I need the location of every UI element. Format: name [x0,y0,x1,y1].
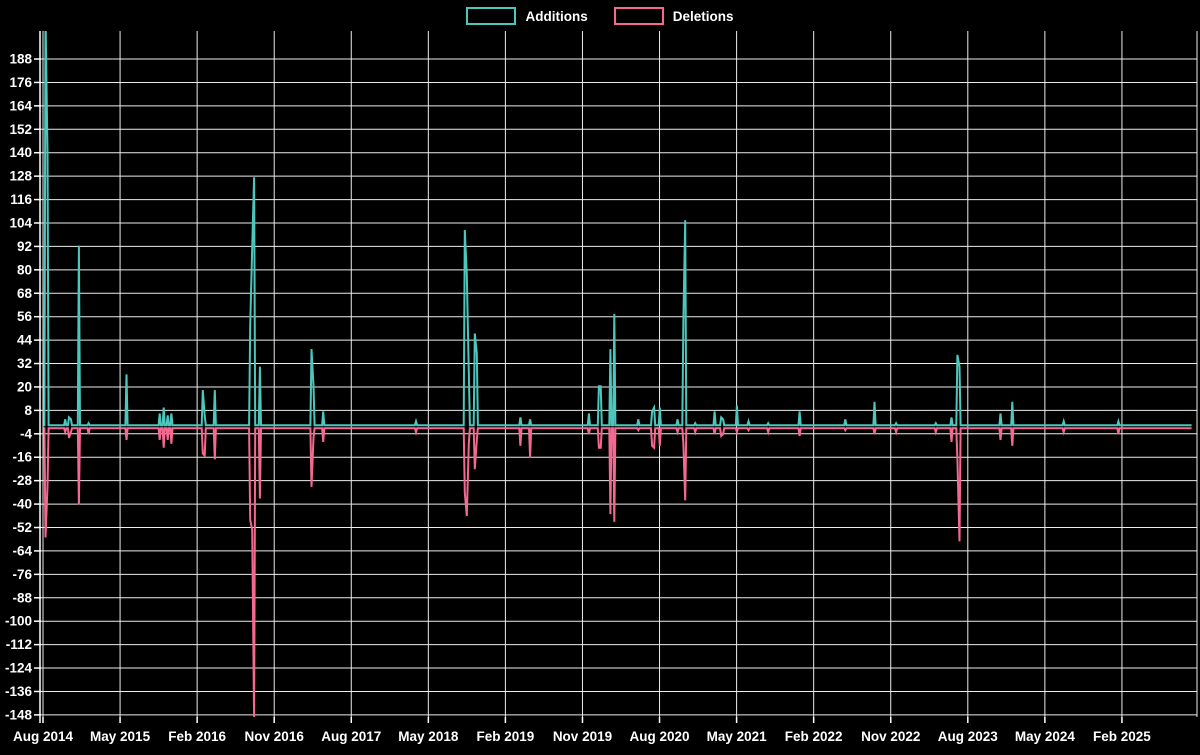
y-tick-label: 20 [17,379,32,394]
x-tick-label: Nov 2016 [245,729,305,744]
y-tick-label: 68 [17,286,33,301]
y-tick-label: 176 [9,75,32,90]
y-tick-label: -112 [6,637,32,652]
deletions-line [43,427,1192,717]
y-tick-label: -28 [12,473,32,488]
y-tick-label: -136 [5,684,33,699]
x-tick-label: May 2024 [1015,729,1076,744]
x-tick-label: Feb 2025 [1093,729,1151,744]
y-tick-label: 116 [10,192,32,207]
y-tick-label: 8 [24,403,32,418]
y-tick-label: -76 [12,567,32,582]
y-tick-label: 56 [17,309,33,324]
legend-item-deletions[interactable]: Deletions [613,7,734,25]
additions-line [43,31,1192,427]
y-tick-label: 164 [9,98,32,113]
x-tick-label: Feb 2019 [477,729,535,744]
y-tick-label: 140 [9,145,32,160]
y-tick-label: -148 [5,707,33,722]
y-tick-label: 44 [17,333,33,348]
x-tick-label: Aug 2014 [13,729,74,744]
x-tick-label: Aug 2023 [938,729,999,744]
x-tick-label: Nov 2022 [861,729,920,744]
legend-label-deletions: Deletions [672,8,734,24]
x-tick-label: Feb 2016 [168,729,226,744]
x-tick-label: May 2015 [90,729,151,744]
legend-item-additions[interactable]: Additions [466,7,588,25]
additions-swatch-icon [466,7,517,25]
y-tick-label: -16 [12,450,32,465]
x-tick-label: May 2018 [398,729,459,744]
y-tick-label: 80 [17,262,32,277]
y-tick-label: 104 [9,215,32,230]
y-tick-label: 152 [9,122,32,137]
y-tick-label: -124 [5,661,33,676]
y-tick-label: -64 [12,543,32,558]
x-tick-label: Aug 2017 [321,729,381,744]
deletions-swatch-icon [613,7,664,25]
y-tick-label: -88 [12,590,32,605]
y-tick-label: 32 [17,356,32,371]
y-tick-label: 188 [9,52,32,67]
y-tick-label: -4 [20,426,32,441]
x-tick-label: Aug 2020 [630,729,690,744]
y-tick-label: 92 [17,239,32,254]
x-tick-label: Nov 2019 [553,729,612,744]
y-tick-label: -40 [12,497,32,512]
y-tick-label: -100 [5,614,32,629]
x-tick-label: Feb 2022 [785,729,843,744]
x-tick-label: May 2021 [707,729,768,744]
y-tick-label: -52 [12,520,32,535]
y-tick-label: 128 [9,169,32,184]
legend-label-additions: Additions [525,8,588,24]
chart-legend: Additions Deletions [0,7,1200,25]
